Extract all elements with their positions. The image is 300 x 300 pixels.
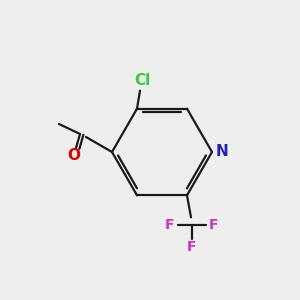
- Text: F: F: [187, 240, 197, 254]
- Text: N: N: [216, 145, 229, 160]
- Text: O: O: [68, 148, 80, 164]
- Text: F: F: [165, 218, 175, 232]
- Text: Cl: Cl: [134, 73, 150, 88]
- Text: F: F: [209, 218, 219, 232]
